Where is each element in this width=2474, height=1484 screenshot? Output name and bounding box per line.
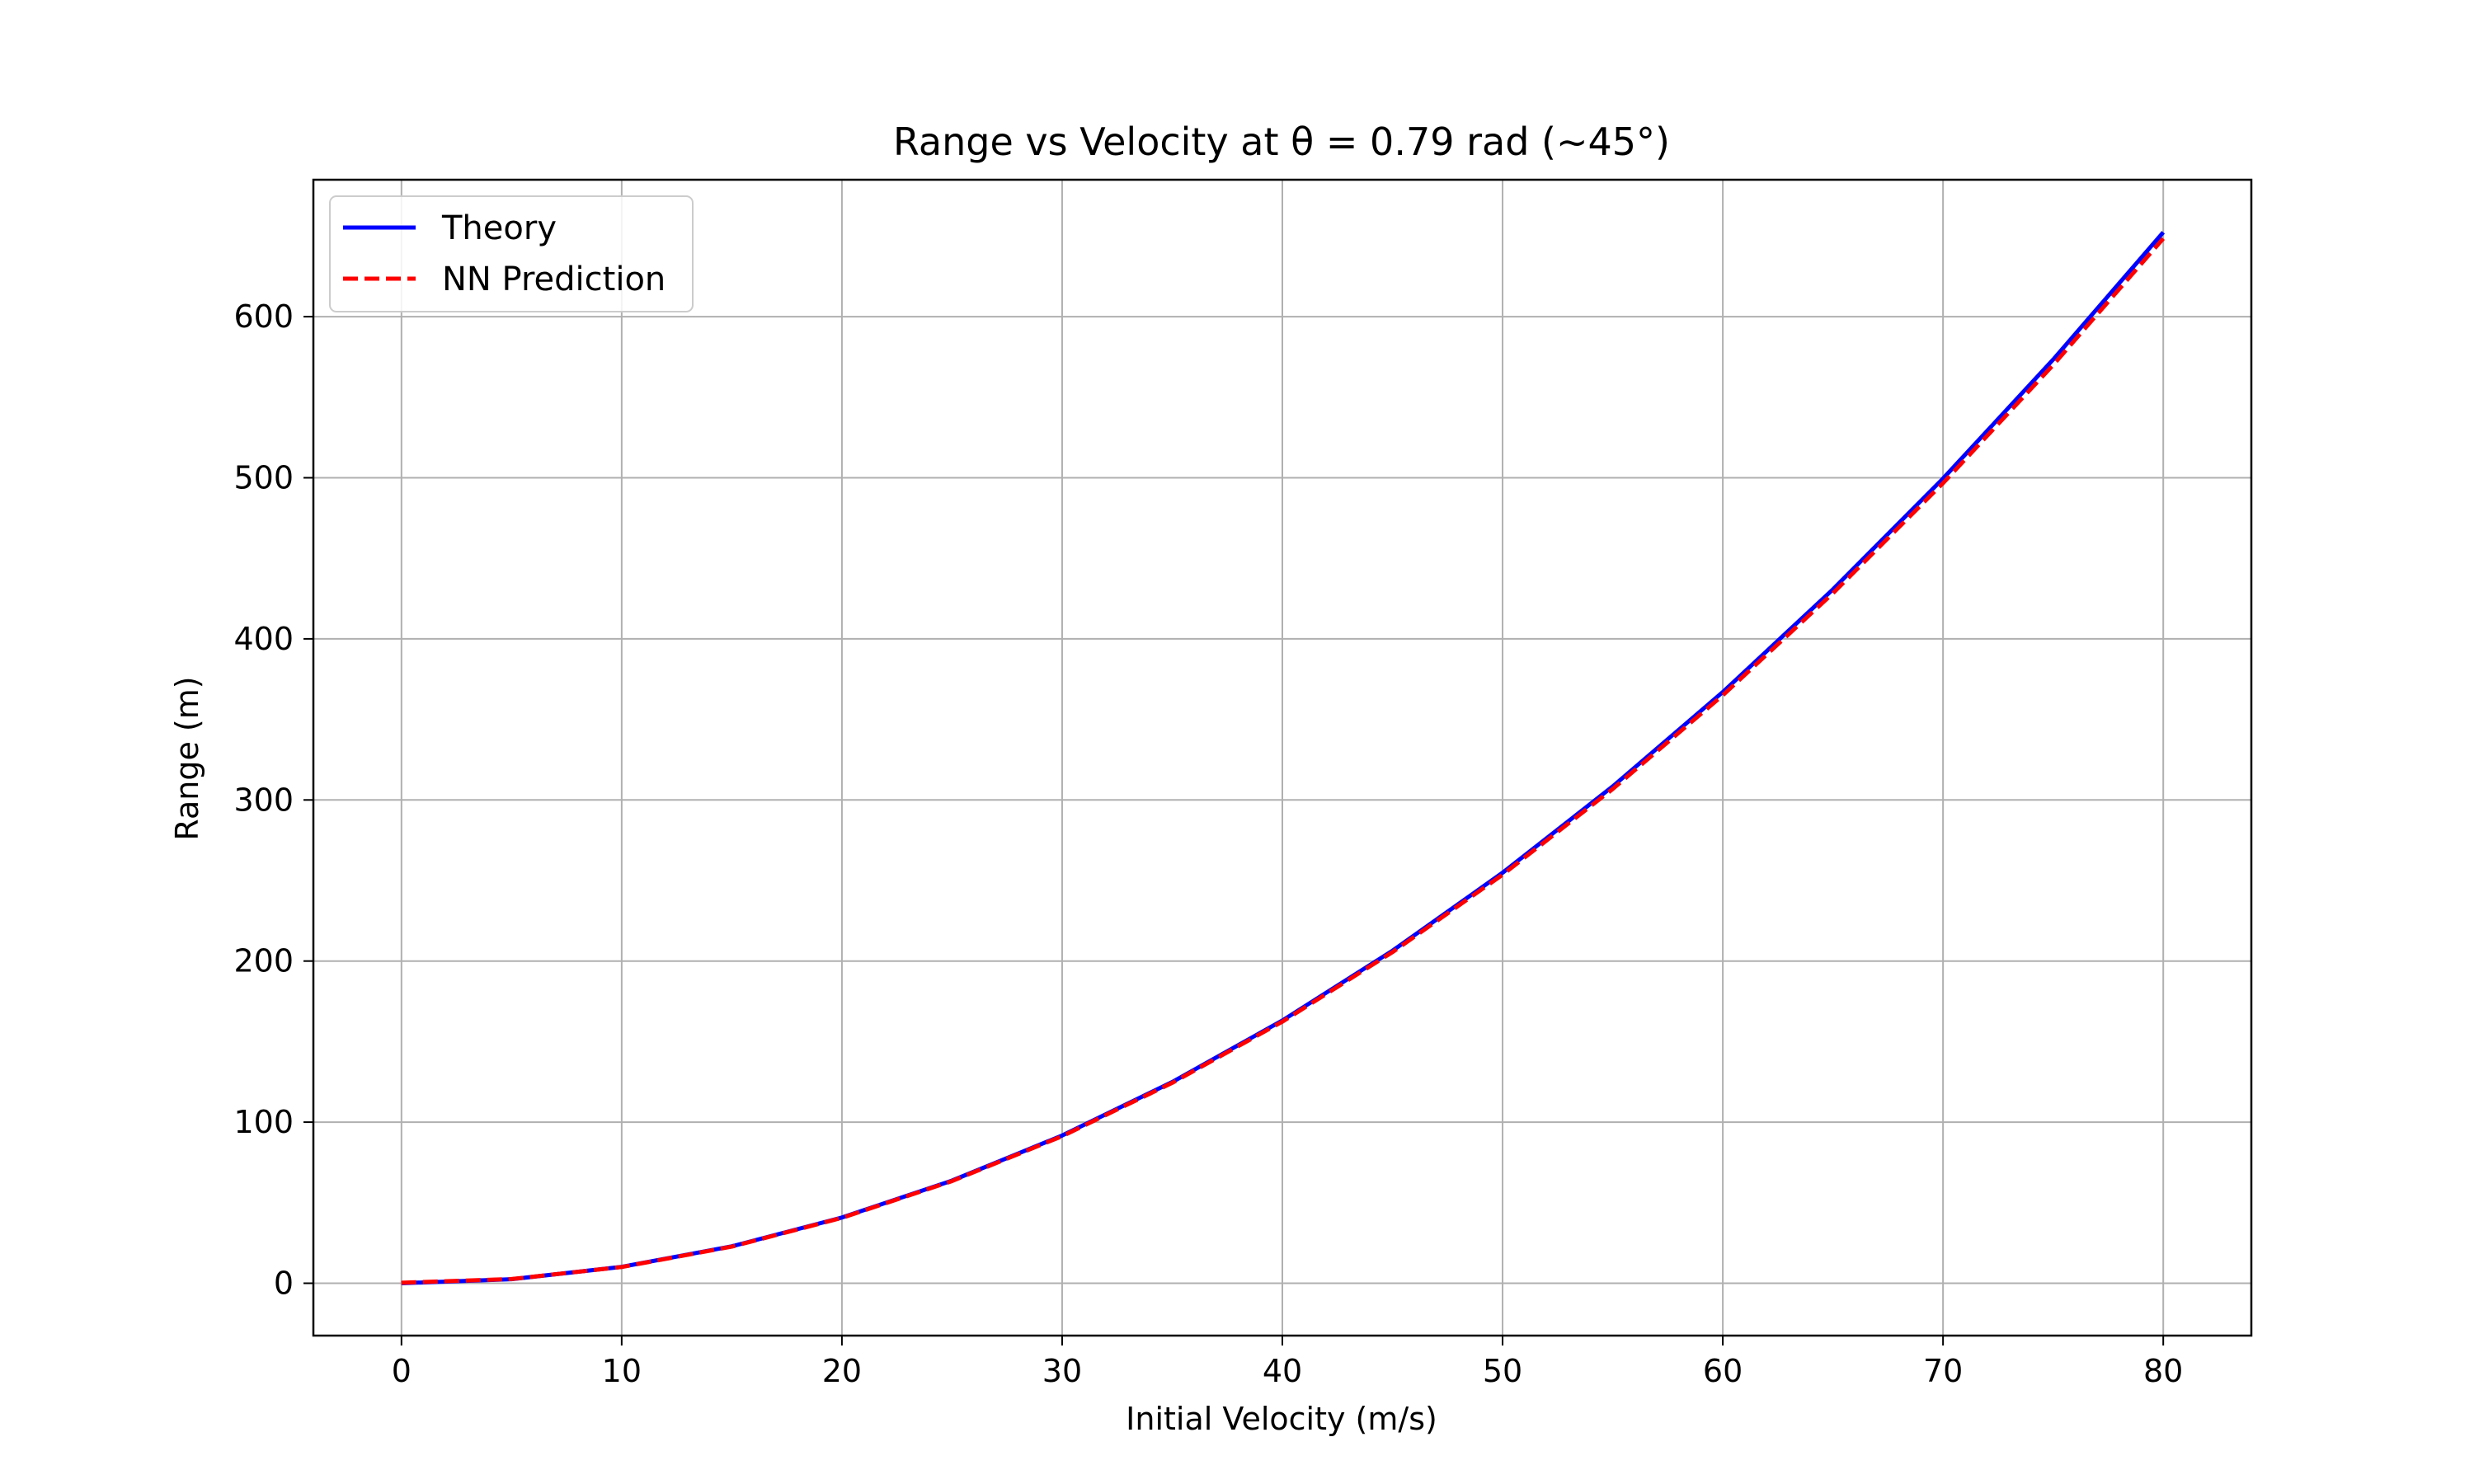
x-tick-label: 10 <box>602 1353 642 1389</box>
x-tick-label: 80 <box>2143 1353 2183 1389</box>
y-tick-label: 400 <box>233 621 294 657</box>
x-tick-label: 70 <box>1923 1353 1963 1389</box>
legend-label-nn-prediction: NN Prediction <box>442 261 666 298</box>
x-tick-label: 0 <box>392 1353 412 1389</box>
x-tick-label: 20 <box>822 1353 862 1389</box>
y-tick-label: 600 <box>233 298 294 335</box>
legend-box <box>329 195 694 312</box>
y-tick-label: 100 <box>233 1104 294 1140</box>
x-tick-label: 40 <box>1263 1353 1302 1389</box>
legend-label-theory: Theory <box>441 209 557 247</box>
legend: Theory NN Prediction <box>329 195 694 312</box>
x-axis-label: Initial Velocity (m/s) <box>1126 1401 1437 1437</box>
y-tick-label: 200 <box>233 943 294 979</box>
y-tick-label: 0 <box>274 1265 294 1301</box>
axis-ticks: 0 10 20 30 40 50 60 70 80 0 100 200 300 400 500 600 <box>233 298 2183 1389</box>
y-axis-label: Range (m) <box>169 676 205 840</box>
x-tick-label: 30 <box>1042 1353 1082 1389</box>
y-tick-label: 500 <box>233 459 294 495</box>
y-tick-label: 300 <box>233 782 294 818</box>
x-tick-label: 60 <box>1703 1353 1743 1389</box>
x-tick-label: 50 <box>1483 1353 1522 1389</box>
plot-lines <box>401 231 2166 1285</box>
grid-lines <box>313 180 2251 1336</box>
chart-title: Range vs Velocity at θ = 0.79 rad (~45°) <box>893 120 1670 164</box>
